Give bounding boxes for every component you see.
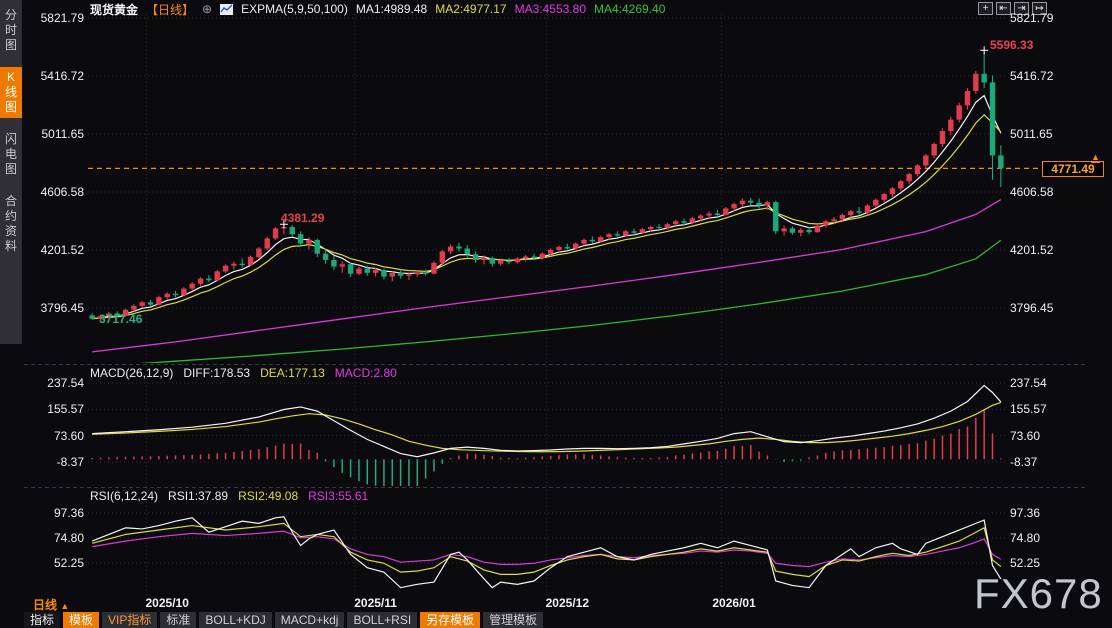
legend-ma4: MA4:4269.40 (594, 2, 666, 16)
sidebar-item-char: 分 (4, 8, 17, 22)
x-axis-date-label: 2025/11 (354, 596, 397, 610)
macd-diff-value: DIFF:178.53 (183, 366, 251, 380)
y-axis-label-right: 73.60 (1010, 428, 1041, 443)
sidebar-item-0[interactable]: 分时图 (0, 5, 22, 56)
y-axis-label-left: 73.60 (53, 428, 84, 443)
macd-title: MACD(26,12,9) (90, 366, 174, 380)
y-axis-label-left: 3796.45 (40, 301, 84, 315)
x-axis-date-label: 2025/10 (145, 596, 189, 610)
sidebar-item-3[interactable]: 合约资料 (0, 191, 22, 257)
window-icon-group: + ⇤ ⇥ ↦ (978, 2, 1047, 15)
period-selector[interactable]: 日线 ▲ (33, 596, 69, 613)
toolbar-tab-5[interactable]: MACD+kdj (274, 611, 345, 628)
period-dropdown-arrow: ▲ (60, 601, 70, 611)
y-axis-label-left: 97.36 (53, 506, 84, 520)
toolbar-tab-6[interactable]: BOLL+RSI (347, 611, 418, 628)
add-indicator-icon[interactable]: ⊕ (202, 2, 213, 16)
annotation-high-jan: 5596.33 (990, 38, 1034, 52)
rsi1-value: RSI1:37.89 (168, 489, 229, 503)
rsi-title: RSI(6,12,24) (90, 489, 159, 503)
chart-header: 现货黄金 【日线】 ⊕ EXPMA(5,9,50,100) MA1:4989.4… (90, 1, 665, 17)
sidebar-item-char: 约 (4, 209, 17, 223)
sidebar-item-char: 图 (4, 100, 17, 114)
sidebar-item-char: 闪 (4, 132, 17, 146)
sidebar-item-char: 电 (4, 147, 17, 161)
symbol-name: 现货黄金 (90, 2, 139, 17)
y-axis-label-right: -8.37 (1010, 455, 1038, 469)
y-axis-label-left: 52.25 (53, 556, 84, 570)
fx678-watermark: FX678 (974, 570, 1103, 617)
y-axis-label-left: 4606.58 (40, 185, 84, 199)
x-axis-date-label: 2026/01 (712, 596, 756, 610)
toolbar-tab-4[interactable]: BOLL+KDJ (199, 611, 272, 628)
toolbar-tab-0[interactable]: 指标 (24, 611, 61, 628)
y-axis-label-right: 3796.45 (1010, 301, 1054, 315)
expand-right-icon[interactable]: ↦ (1032, 2, 1047, 15)
y-axis-label-right: 5821.79 (1010, 11, 1054, 25)
y-axis-label-left: 5011.65 (41, 127, 85, 141)
toolbar-tab-7[interactable]: 另存模板 (420, 611, 481, 628)
crosshair-icon[interactable]: + (978, 2, 993, 15)
toolbar-tab-1[interactable]: 模板 (63, 611, 100, 628)
y-axis-label-right: 52.25 (1010, 556, 1041, 570)
y-axis-label-left: 155.57 (47, 402, 84, 417)
annotation-high-oct: 4381.29 (281, 211, 325, 225)
y-axis-label-left: 4201.52 (40, 242, 84, 257)
last-price-badge: 4771.49 (1042, 161, 1104, 177)
y-axis-label-right: 237.54 (1010, 376, 1047, 390)
macd-macd-value: MACD:2.80 (334, 366, 397, 380)
toolbar-tab-3[interactable]: 标准 (160, 611, 197, 628)
y-axis-label-right: 4201.52 (1010, 242, 1054, 257)
y-axis-label-right: 74.80 (1010, 531, 1041, 545)
sidebar-item-char: 时 (4, 23, 17, 37)
rsi-panel-header: RSI(6,12,24) RSI1:37.89 RSI2:49.08 RSI3:… (90, 489, 368, 503)
y-axis-label-right: 5011.65 (1010, 127, 1053, 141)
rsi3-value: RSI3:55.61 (308, 489, 369, 503)
legend-ma2: MA2:4977.17 (435, 2, 507, 16)
y-axis-label-left: 5416.72 (40, 69, 84, 83)
y-axis-label-right: 4606.58 (1010, 185, 1054, 199)
indicator-toolbar: 指标 模板 VIP指标 标准 BOLL+KDJ MACD+kdj BOLL+RSI 另存模板管… (24, 611, 544, 628)
axis-right-icon[interactable]: ⇥ (1014, 2, 1029, 15)
y-axis-label-left: 5821.79 (40, 11, 84, 25)
y-axis-label-left: 74.80 (53, 531, 84, 545)
expma-params: EXPMA(5,9,50,100) (241, 2, 348, 16)
sidebar-item-char: 图 (4, 162, 17, 176)
axis-left-icon[interactable]: ⇤ (996, 2, 1011, 15)
y-axis-label-right: 155.57 (1010, 402, 1047, 417)
sidebar-item-char: 料 (4, 239, 17, 253)
legend-ma1: MA1:4989.48 (355, 2, 428, 16)
sidebar-item-char: 合 (4, 194, 17, 208)
sidebar-item-char: K (6, 70, 15, 84)
price-alert-marker[interactable]: ▲ (1091, 152, 1100, 163)
macd-panel-header: MACD(26,12,9) DIFF:178.53 DEA:177.13 MAC… (90, 366, 397, 380)
y-axis-label-left: -8.37 (56, 455, 84, 469)
y-axis-label-left: 237.54 (47, 376, 84, 390)
sidebar-item-2[interactable]: 闪电图 (0, 129, 22, 180)
x-axis-date-label: 2025/12 (545, 596, 590, 610)
sidebar-item-char: 图 (4, 38, 17, 52)
toolbar-tab-8[interactable]: 管理模板 (483, 611, 544, 628)
rsi2-value: RSI2:49.08 (238, 489, 299, 503)
sidebar-item-char: 线 (4, 85, 17, 99)
toolbar-tab-2[interactable]: VIP指标 (102, 611, 158, 628)
period-label: 日线 (33, 598, 58, 612)
y-axis-label-right: 97.36 (1010, 506, 1041, 520)
macd-dea-value: DEA:177.13 (260, 366, 325, 380)
y-axis-label-right: 5416.72 (1010, 69, 1054, 83)
expma-chart-icon (220, 3, 234, 15)
annotation-low-oct: 3717.46 (99, 312, 143, 326)
period-tag[interactable]: 【日线】 (146, 2, 195, 17)
legend-ma3: MA3:4553.80 (514, 2, 586, 16)
sidebar-item-char: 资 (4, 224, 17, 238)
